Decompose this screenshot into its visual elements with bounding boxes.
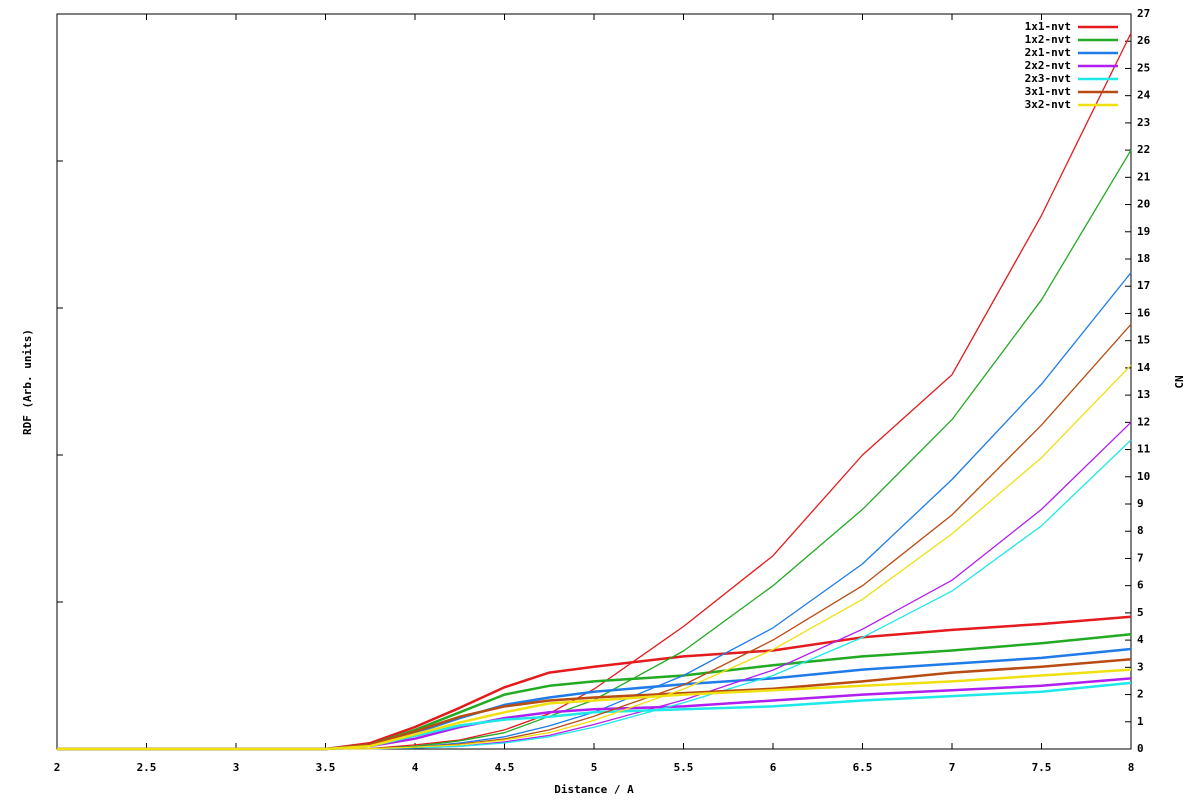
x-tick-label: 2.5 xyxy=(137,761,157,774)
y2-tick-label: 4 xyxy=(1137,633,1144,646)
x-tick-label: 7 xyxy=(949,761,956,774)
x-tick-label: 6 xyxy=(770,761,777,774)
y2-tick-label: 7 xyxy=(1137,551,1144,564)
legend-label: 3x2-nvt xyxy=(1025,98,1071,111)
x-tick-label: 6.5 xyxy=(853,761,873,774)
x-tick-label: 5.5 xyxy=(674,761,694,774)
y2-axis-label: CN xyxy=(1173,375,1186,388)
y2-tick-label: 8 xyxy=(1137,524,1144,537)
cn-line xyxy=(57,364,1132,750)
y2-tick-label: 25 xyxy=(1137,61,1150,74)
y2-tick-label: 5 xyxy=(1137,606,1144,619)
x-tick-label: 3.5 xyxy=(316,761,336,774)
y2-tick-label: 16 xyxy=(1137,306,1151,319)
rdf-line xyxy=(57,647,1132,751)
legend-label: 1x2-nvt xyxy=(1025,33,1071,46)
y2-tick-label: 12 xyxy=(1137,415,1150,428)
x-tick-label: 8 xyxy=(1128,761,1135,774)
legend-label: 3x1-nvt xyxy=(1025,85,1071,98)
y2-tick-label: 22 xyxy=(1137,143,1150,156)
y2-tick-label: 23 xyxy=(1137,116,1150,129)
y-axis-label: RDF (Arb. units) xyxy=(21,329,34,435)
plot-frame xyxy=(56,13,1132,750)
legend-label: 2x2-nvt xyxy=(1025,59,1071,72)
cn-line xyxy=(57,323,1132,750)
legend-label: 2x3-nvt xyxy=(1025,72,1071,85)
cn-line xyxy=(57,32,1132,750)
rdf-line xyxy=(57,668,1132,751)
legend-label: 2x1-nvt xyxy=(1025,46,1071,59)
y2-tick-label: 2 xyxy=(1137,688,1144,701)
y2-tick-label: 17 xyxy=(1137,279,1150,292)
y2-tick-label: 15 xyxy=(1137,334,1150,347)
y2-tick-label: 1 xyxy=(1137,715,1144,728)
y2-tick-label: 13 xyxy=(1137,388,1150,401)
y2-tick-label: 9 xyxy=(1137,497,1144,510)
legend-label: 1x1-nvt xyxy=(1025,20,1071,33)
cn-line xyxy=(57,439,1132,750)
y2-tick-label: 3 xyxy=(1137,660,1144,673)
y2-tick-label: 19 xyxy=(1137,225,1150,238)
y2-tick-label: 24 xyxy=(1137,89,1151,102)
x-tick-label: 4 xyxy=(412,761,419,774)
x-tick-label: 2 xyxy=(54,761,61,774)
y2-tick-label: 27 xyxy=(1137,7,1150,20)
y2-tick-label: 0 xyxy=(1137,742,1144,755)
x-tick-label: 3 xyxy=(233,761,240,774)
rdf-line xyxy=(57,615,1132,751)
y2-tick-label: 10 xyxy=(1137,470,1150,483)
x-tick-label: 5 xyxy=(591,761,598,774)
y2-tick-label: 21 xyxy=(1137,170,1151,183)
y2-tick-label: 14 xyxy=(1137,361,1151,374)
y2-tick-label: 18 xyxy=(1137,252,1150,265)
y2-tick-label: 20 xyxy=(1137,198,1150,211)
y2-tick-label: 6 xyxy=(1137,579,1144,592)
y2-tick-label: 11 xyxy=(1137,443,1151,456)
x-tick-label: 7.5 xyxy=(1032,761,1052,774)
x-tick-label: 4.5 xyxy=(495,761,515,774)
rdf-line xyxy=(57,658,1132,751)
x-axis-label: Distance / A xyxy=(554,783,634,796)
y2-tick-label: 26 xyxy=(1137,34,1151,47)
cn-line xyxy=(57,149,1132,750)
